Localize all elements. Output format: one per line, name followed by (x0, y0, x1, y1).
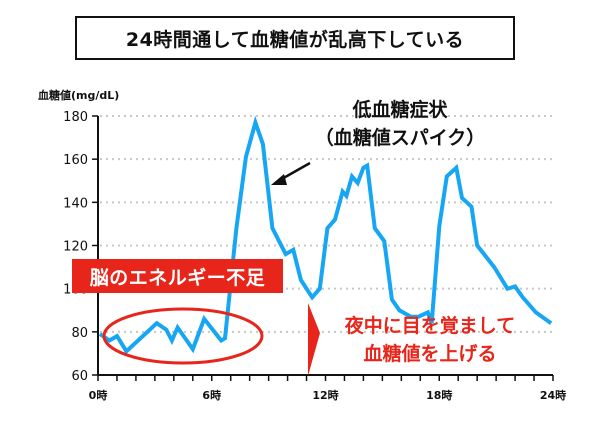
night-annotation: 夜中に目を覚まして 血糖値を上げる (325, 312, 535, 368)
spike-annotation-line1: 低血糖症状 (352, 99, 448, 121)
x-tick-label: 12時 (312, 388, 338, 402)
y-tick-label: 60 (71, 369, 88, 384)
spike-annotation: 低血糖症状 （血糖値スパイク） (300, 96, 500, 152)
x-tick-label: 24時 (540, 388, 566, 402)
pointer-arrow-icon (271, 161, 311, 185)
y-tick-label: 140 (63, 196, 88, 211)
spike-annotation-line2: （血糖値スパイク） (314, 127, 486, 149)
y-tick-label: 120 (63, 240, 88, 255)
y-tick-label: 80 (71, 326, 88, 341)
night-annotation-line2: 血糖値を上げる (363, 343, 497, 365)
x-tick-label: 6時 (202, 388, 221, 402)
axes (92, 115, 554, 381)
y-tick-labels: 6080100120140160180 (63, 110, 88, 384)
energy-shortage-banner: 脳のエネルギー不足 (72, 259, 283, 293)
red-arrow-icon (308, 303, 320, 376)
low-range-ellipse (102, 307, 264, 365)
blood-sugar-line (98, 115, 553, 355)
y-tick-label: 160 (63, 153, 88, 168)
x-tick-labels: 0時 6時 12時 18時 24時 (89, 388, 566, 402)
night-annotation-line1: 夜中に目を覚まして (344, 315, 516, 337)
y-tick-label: 180 (63, 110, 88, 125)
x-tick-label: 0時 (89, 388, 108, 402)
chart-title: 24時間通して血糖値が乱高下している (75, 16, 515, 60)
x-tick-label: 18時 (426, 388, 452, 402)
y-axis-label: 血糖値(mg/dL) (38, 89, 120, 102)
